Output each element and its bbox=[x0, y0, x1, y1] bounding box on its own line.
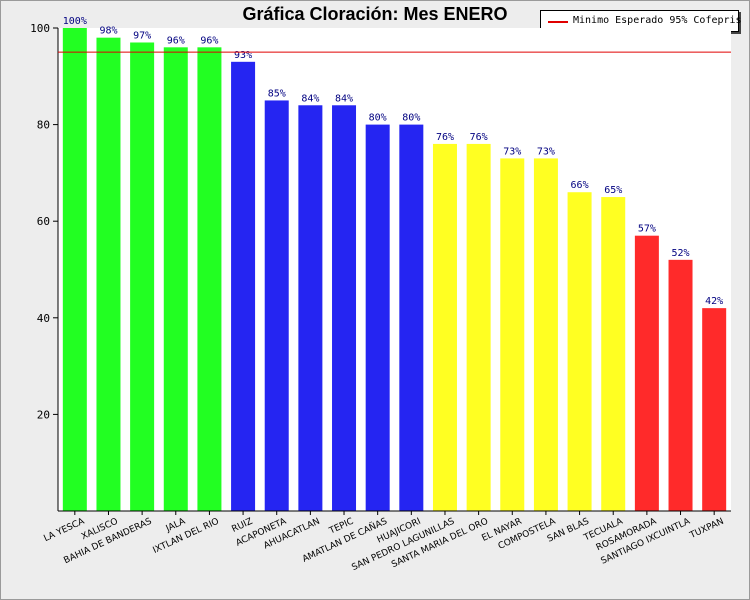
bar-value-label: 42% bbox=[705, 296, 723, 307]
legend-swatch-reference-line bbox=[548, 21, 568, 23]
bar-value-label: 80% bbox=[369, 113, 387, 124]
bar-value-label: 93% bbox=[234, 50, 252, 61]
bar bbox=[264, 100, 289, 511]
bar-value-label: 100% bbox=[63, 16, 87, 27]
x-tick-label: TUXPAN bbox=[688, 517, 726, 542]
bar-value-label: 98% bbox=[99, 26, 117, 37]
y-tick-label: 40 bbox=[37, 312, 50, 325]
legend-label: Minimo Esperado 95% Cofepris bbox=[573, 15, 742, 26]
bar bbox=[702, 308, 727, 511]
y-tick-label: 100 bbox=[30, 22, 50, 35]
x-tick-label: LA YESCA bbox=[42, 516, 86, 544]
chart-title: Gráfica Cloración: Mes ENERO bbox=[242, 4, 508, 24]
bar-value-label: 73% bbox=[537, 146, 555, 157]
bar bbox=[668, 259, 693, 511]
bar bbox=[500, 158, 525, 511]
y-tick-label: 80 bbox=[37, 119, 50, 132]
bar bbox=[197, 47, 222, 511]
bar bbox=[601, 197, 626, 512]
bar-value-label: 76% bbox=[436, 132, 454, 143]
bar bbox=[567, 192, 592, 511]
x-tick-label: IXTLAN DEL RIO bbox=[152, 517, 221, 556]
bar-value-label: 65% bbox=[604, 185, 622, 196]
bar bbox=[96, 37, 121, 511]
bar-value-label: 76% bbox=[470, 132, 488, 143]
bar bbox=[533, 158, 558, 511]
bar bbox=[332, 105, 357, 511]
bar bbox=[466, 143, 491, 512]
bar-value-label: 73% bbox=[503, 146, 521, 157]
plot-area bbox=[58, 28, 731, 511]
bar bbox=[432, 143, 457, 512]
bar bbox=[365, 124, 390, 511]
y-axis: 20 40 60 80 100 bbox=[30, 22, 58, 421]
bar-value-label: 80% bbox=[402, 113, 420, 124]
bar-value-label: 66% bbox=[571, 180, 589, 191]
bar bbox=[634, 235, 659, 511]
bar bbox=[62, 28, 87, 511]
bars bbox=[62, 28, 727, 512]
bar bbox=[163, 47, 188, 511]
bar bbox=[399, 124, 424, 511]
bar-value-label: 96% bbox=[167, 35, 185, 46]
bar bbox=[298, 105, 323, 511]
bar-value-label: 85% bbox=[268, 88, 286, 99]
y-tick-label: 20 bbox=[37, 408, 50, 421]
data-labels: 100% 98% 97% 96% 96% 93% 85% 84% 84% 80% 80% 76% 76%… bbox=[63, 16, 723, 307]
bar-value-label: 97% bbox=[133, 30, 151, 41]
bar-value-label: 52% bbox=[671, 248, 689, 259]
bar-value-label: 57% bbox=[638, 224, 656, 235]
bar-value-label: 84% bbox=[301, 93, 319, 104]
bar-value-label: 84% bbox=[335, 93, 353, 104]
bar bbox=[130, 42, 155, 512]
y-tick-label: 60 bbox=[37, 215, 50, 228]
bar-value-label: 96% bbox=[200, 35, 218, 46]
bar bbox=[231, 61, 256, 512]
